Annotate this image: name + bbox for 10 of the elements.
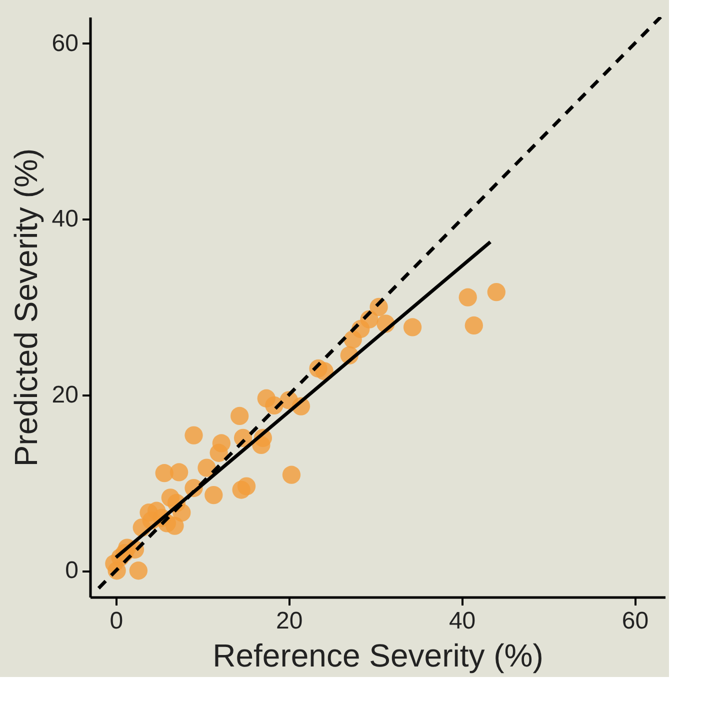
y-tick-label: 60 [52, 30, 78, 57]
x-tick-label: 60 [622, 608, 649, 634]
x-axis-title: Reference Severity (%) [212, 638, 544, 674]
y-axis-title: Predicted Severity (%) [8, 148, 44, 467]
x-tick-label: 0 [110, 608, 124, 634]
x-tick-label: 40 [448, 608, 476, 634]
y-tick-label: 40 [52, 206, 78, 233]
y-tick-label: 0 [65, 557, 78, 584]
y-tick-label: 20 [52, 381, 78, 408]
x-tick-label: 20 [276, 608, 303, 634]
